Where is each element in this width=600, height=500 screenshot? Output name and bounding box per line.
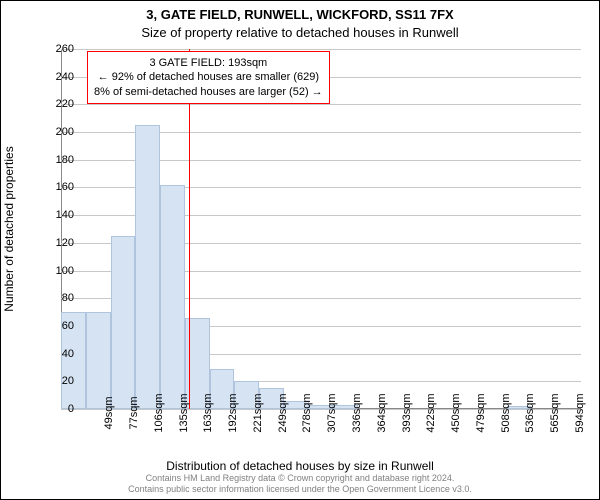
x-tick-label: 622sqm <box>569 393 600 432</box>
y-tick-label: 180 <box>44 154 74 166</box>
gridline-h <box>61 49 581 50</box>
histogram-bar <box>111 236 136 409</box>
chart-title-address: 3, GATE FIELD, RUNWELL, WICKFORD, SS11 7… <box>1 7 599 22</box>
footer-line2: Contains public sector information licen… <box>1 484 599 495</box>
y-tick-label: 80 <box>44 292 74 304</box>
y-tick-label: 100 <box>44 265 74 277</box>
y-tick-label: 20 <box>44 375 74 387</box>
chart-subtitle: Size of property relative to detached ho… <box>1 25 599 40</box>
y-tick-label: 140 <box>44 209 74 221</box>
chart-container: 3, GATE FIELD, RUNWELL, WICKFORD, SS11 7… <box>0 0 600 500</box>
y-tick-label: 220 <box>44 98 74 110</box>
y-tick-label: 200 <box>44 126 74 138</box>
histogram-bar <box>86 312 111 409</box>
annotation-box: 3 GATE FIELD: 193sqm ← 92% of detached h… <box>87 51 330 104</box>
y-tick-label: 120 <box>44 237 74 249</box>
annotation-line3: 8% of semi-detached houses are larger (5… <box>94 85 323 99</box>
y-tick-label: 0 <box>44 403 74 415</box>
annotation-line1: 3 GATE FIELD: 193sqm <box>94 56 323 70</box>
histogram-bar <box>135 125 160 409</box>
footer-attribution: Contains HM Land Registry data © Crown c… <box>1 473 599 495</box>
y-axis-label: Number of detached properties <box>2 146 16 311</box>
gridline-h <box>61 104 581 105</box>
x-axis-label: Distribution of detached houses by size … <box>1 459 599 473</box>
y-tick-label: 160 <box>44 181 74 193</box>
y-tick-label: 240 <box>44 71 74 83</box>
annotation-line2: ← 92% of detached houses are smaller (62… <box>94 70 323 84</box>
y-tick-label: 260 <box>44 43 74 55</box>
histogram-bar <box>160 185 185 409</box>
y-tick-label: 40 <box>44 348 74 360</box>
y-tick-label: 60 <box>44 320 74 332</box>
footer-line1: Contains HM Land Registry data © Crown c… <box>1 473 599 484</box>
